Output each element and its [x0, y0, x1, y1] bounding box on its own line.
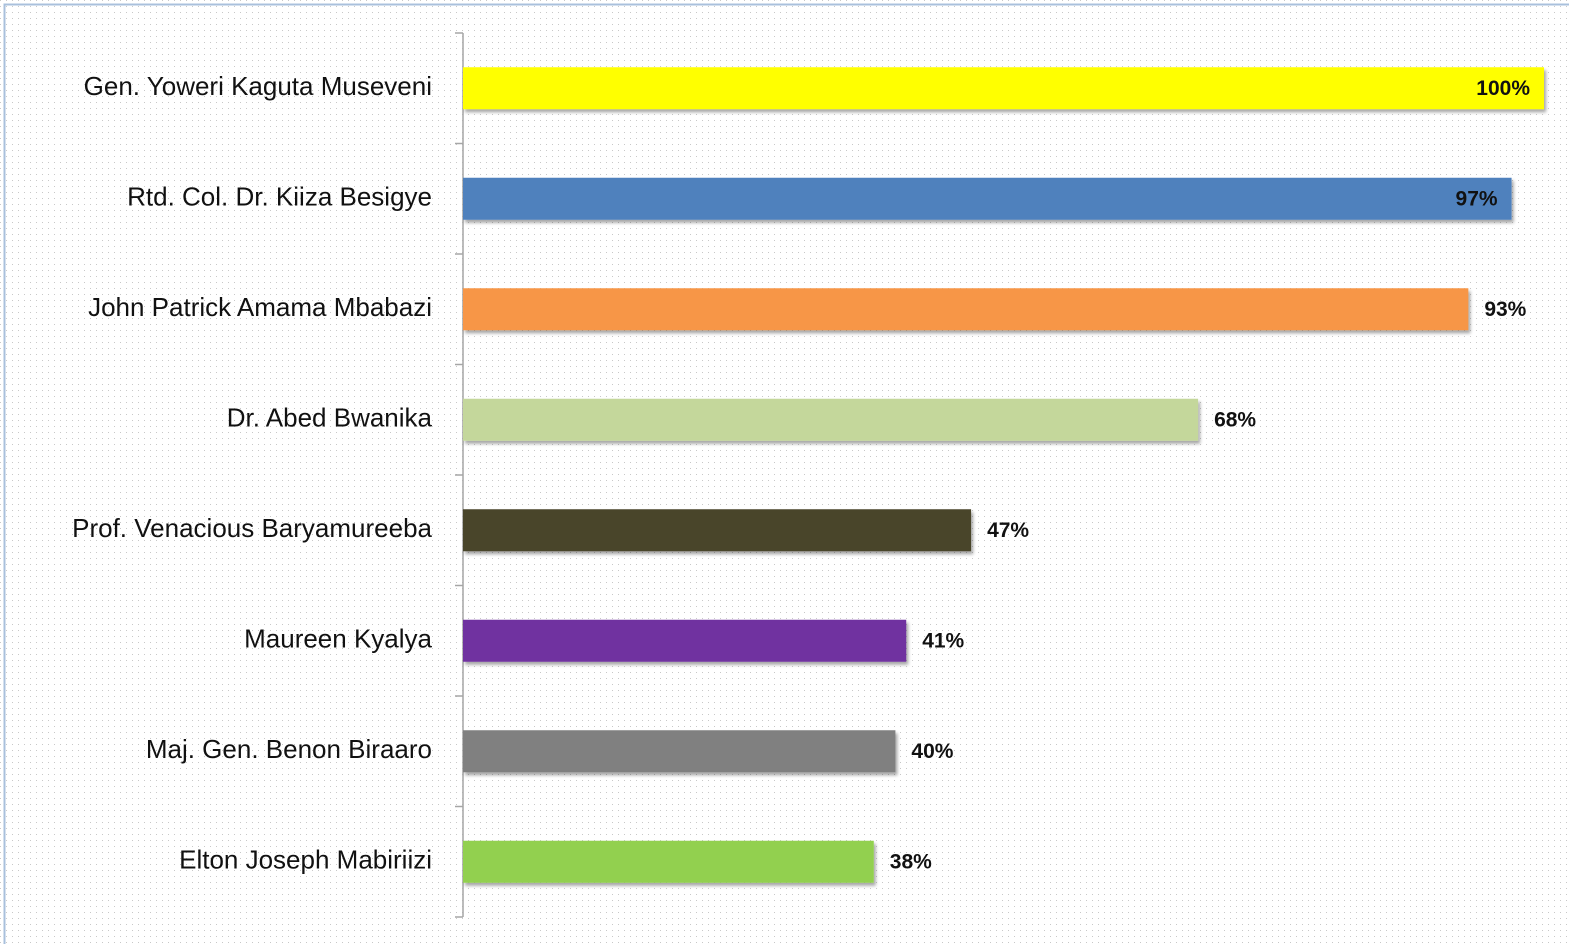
chart-border	[3, 3, 1569, 944]
value-label: 68%	[1214, 408, 1256, 431]
value-label: 40%	[911, 740, 953, 763]
category-label: Maj. Gen. Benon Biraaro	[146, 734, 432, 764]
category-label: Elton Joseph Mabiriizi	[179, 845, 432, 875]
value-label: 100%	[1476, 77, 1530, 100]
value-label: 38%	[890, 850, 932, 873]
value-label: 41%	[922, 629, 964, 652]
category-label: John Patrick Amama Mbabazi	[88, 292, 432, 322]
category-label: Prof. Venacious Baryamureeba	[72, 513, 432, 543]
bar	[463, 398, 1199, 441]
bar	[463, 840, 874, 883]
value-label: 97%	[1456, 187, 1498, 210]
category-label: Gen. Yoweri Kaguta Museveni	[84, 71, 432, 101]
category-label: Rtd. Col. Dr. Kiiza Besigye	[127, 182, 432, 212]
bar	[463, 509, 972, 552]
value-label: 47%	[987, 519, 1029, 542]
bar	[463, 177, 1512, 220]
bar	[463, 288, 1469, 331]
bar	[463, 67, 1544, 110]
value-label: 93%	[1484, 298, 1526, 321]
bar	[463, 730, 896, 773]
category-label: Maureen Kyalya	[244, 624, 432, 654]
bar	[463, 619, 907, 662]
category-label: Dr. Abed Bwanika	[227, 403, 433, 433]
